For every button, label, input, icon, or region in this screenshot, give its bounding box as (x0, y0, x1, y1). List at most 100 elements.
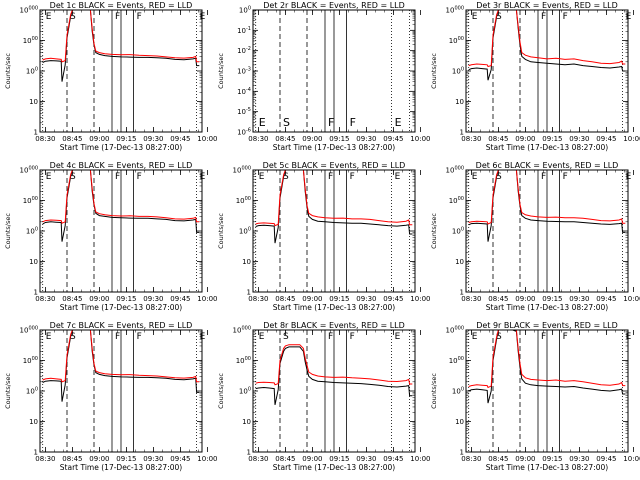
x-tick-label: 08:30 (248, 295, 268, 303)
x-tick-label: 09:00 (515, 455, 535, 463)
detector-panel: Det 5c BLACK = Events, RED = LLD 1 10 100 10… (217, 161, 430, 312)
event-marker-label: F (137, 332, 142, 342)
y-tick-label: 10 (29, 418, 38, 426)
event-marker-label: F (541, 332, 546, 342)
x-tick-label: 10:00 (623, 295, 640, 303)
x-tick-label: 10:00 (623, 455, 640, 463)
y-tick-label: 10-2 (237, 46, 251, 55)
event-marker-label: F (137, 12, 142, 22)
event-marker-label: S (70, 172, 76, 182)
y-tick-label: 10000 (20, 326, 38, 335)
y-tick-label: 100 (239, 6, 251, 15)
x-axis-label: Start Time (17-Dec-13 08:27:00) (60, 463, 182, 472)
x-tick-label: 09:30 (356, 135, 376, 143)
lld-series-line (468, 10, 626, 68)
y-tick-label: 1000 (23, 36, 38, 45)
y-tick-label: 10 (455, 258, 464, 266)
event-marker-label: F (115, 12, 120, 22)
x-tick-label: 09:15 (542, 135, 562, 143)
events-series-line (255, 346, 413, 406)
y-axis-label: Counts/sec (4, 213, 12, 249)
y-tick-label: 10 (29, 98, 38, 106)
detector-panel: Det 2r BLACK = Events, RED = LLD 10-6 10-5… (217, 1, 430, 152)
x-axis-label: Start Time (17-Dec-13 08:27:00) (273, 143, 395, 152)
panel-title: Det 7c BLACK = Events, RED = LLD (50, 321, 193, 330)
x-tick-label: 09:15 (329, 455, 349, 463)
x-tick-label: 09:30 (569, 295, 589, 303)
event-marker-label: E (259, 172, 265, 182)
x-tick-label: 09:45 (383, 295, 403, 303)
x-tick-label: 08:45 (275, 135, 295, 143)
y-tick-label: 10 (242, 258, 251, 266)
detector-panel: Det 3r BLACK = Events, RED = LLD 1 10 100 10… (430, 1, 640, 152)
plot-frame (39, 169, 203, 293)
y-tick-label: 1000 (236, 356, 251, 365)
event-marker-label: E (259, 116, 266, 129)
panel-title: Det 8r BLACK = Events, RED = LLD (263, 321, 405, 330)
event-marker-label: F (137, 172, 142, 182)
y-tick-label: 10-3 (237, 67, 251, 76)
x-tick-label: 09:15 (329, 135, 349, 143)
y-tick-label: 10 (29, 258, 38, 266)
y-axis-label: Counts/sec (217, 53, 225, 89)
panel-title: Det 6c BLACK = Events, RED = LLD (476, 161, 619, 170)
y-tick-label: 1 (247, 449, 251, 457)
x-tick-label: 08:30 (248, 135, 268, 143)
y-axis-label: Counts/sec (4, 373, 12, 409)
x-tick-label: 09:45 (596, 455, 616, 463)
event-marker-label: E (46, 332, 52, 342)
y-tick-label: 100 (239, 387, 251, 396)
event-marker-label: S (283, 332, 289, 342)
y-tick-label: 10 (455, 418, 464, 426)
lld-series-line (42, 10, 200, 63)
x-tick-label: 09:30 (569, 135, 589, 143)
event-marker-label: E (626, 332, 632, 342)
x-tick-label: 09:00 (302, 135, 322, 143)
event-marker-label: F (563, 12, 568, 22)
detector-panel: Det 9r BLACK = Events, RED = LLD 1 10 100 10… (430, 321, 640, 472)
lld-series-line (468, 330, 626, 389)
x-tick-label: 09:00 (89, 455, 109, 463)
y-tick-label: 1 (34, 289, 38, 297)
y-tick-label: 1000 (23, 196, 38, 205)
panel-title: Det 3r BLACK = Events, RED = LLD (476, 1, 618, 10)
y-tick-label: 100 (452, 227, 464, 236)
x-tick-label: 09:45 (596, 135, 616, 143)
x-tick-label: 09:45 (170, 295, 190, 303)
plot-frame (465, 169, 629, 293)
plot-frame (39, 9, 203, 133)
event-marker-label: F (350, 116, 356, 129)
y-tick-label: 100 (452, 67, 464, 76)
event-marker-label: S (70, 332, 76, 342)
detector-panel: Det 8r BLACK = Events, RED = LLD 1 10 100 10… (217, 321, 430, 472)
lld-series-line (468, 170, 626, 225)
x-tick-label: 08:45 (62, 295, 82, 303)
x-tick-label: 09:15 (116, 295, 136, 303)
event-marker-label: S (70, 12, 76, 22)
event-marker-label: S (496, 12, 502, 22)
x-tick-label: 09:00 (302, 455, 322, 463)
event-marker-label: F (115, 332, 120, 342)
event-marker-label: E (46, 172, 52, 182)
x-tick-label: 08:30 (35, 135, 55, 143)
y-tick-label: 10-6 (237, 128, 251, 137)
y-tick-label: 1000 (236, 196, 251, 205)
event-marker-label: E (626, 12, 632, 22)
event-marker-label: F (563, 172, 568, 182)
x-tick-label: 10:00 (197, 295, 217, 303)
x-tick-label: 08:30 (461, 135, 481, 143)
x-tick-label: 09:30 (356, 295, 376, 303)
event-marker-label: F (328, 172, 333, 182)
x-tick-label: 09:45 (383, 455, 403, 463)
x-tick-label: 09:00 (515, 135, 535, 143)
events-series-line (468, 10, 626, 81)
y-axis-label: Counts/sec (430, 373, 438, 409)
y-tick-label: 100 (26, 387, 38, 396)
event-marker-label: E (472, 332, 478, 342)
x-tick-label: 09:15 (116, 135, 136, 143)
panel-title: Det 5c BLACK = Events, RED = LLD (263, 161, 406, 170)
event-marker-label: S (496, 172, 502, 182)
plot-frame (465, 9, 629, 133)
panel-title: Det 9r BLACK = Events, RED = LLD (476, 321, 618, 330)
